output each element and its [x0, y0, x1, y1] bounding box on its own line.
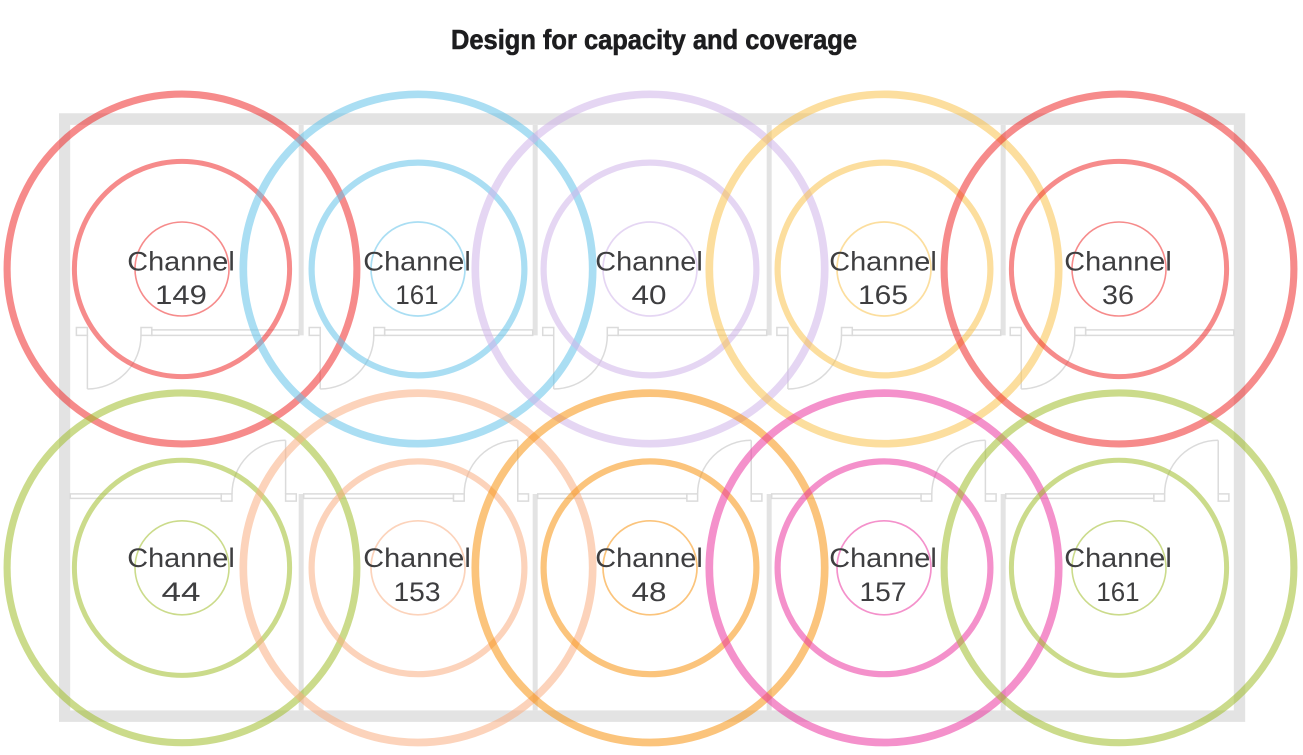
svg-text:48: 48 [632, 577, 667, 607]
svg-text:Channel: Channel [595, 543, 703, 573]
svg-text:Channel: Channel [1064, 543, 1172, 573]
svg-text:Channel: Channel [363, 247, 471, 277]
svg-text:36: 36 [1102, 280, 1134, 310]
svg-text:Channel: Channel [1064, 247, 1172, 277]
svg-text:Channel: Channel [829, 247, 937, 277]
svg-text:Channel: Channel [127, 247, 235, 277]
svg-text:Channel: Channel [595, 247, 703, 277]
svg-text:Channel: Channel [829, 543, 937, 573]
svg-text:161: 161 [395, 280, 438, 310]
svg-text:157: 157 [860, 577, 907, 607]
svg-text:161: 161 [1096, 577, 1139, 607]
svg-text:Design for capacity and covera: Design for capacity and coverage [451, 24, 857, 55]
svg-text:Channel: Channel [363, 543, 471, 573]
svg-text:165: 165 [858, 280, 908, 310]
svg-text:44: 44 [162, 577, 201, 607]
svg-text:40: 40 [632, 280, 667, 310]
svg-text:149: 149 [155, 280, 207, 310]
svg-text:Channel: Channel [127, 543, 235, 573]
svg-text:153: 153 [394, 577, 441, 607]
